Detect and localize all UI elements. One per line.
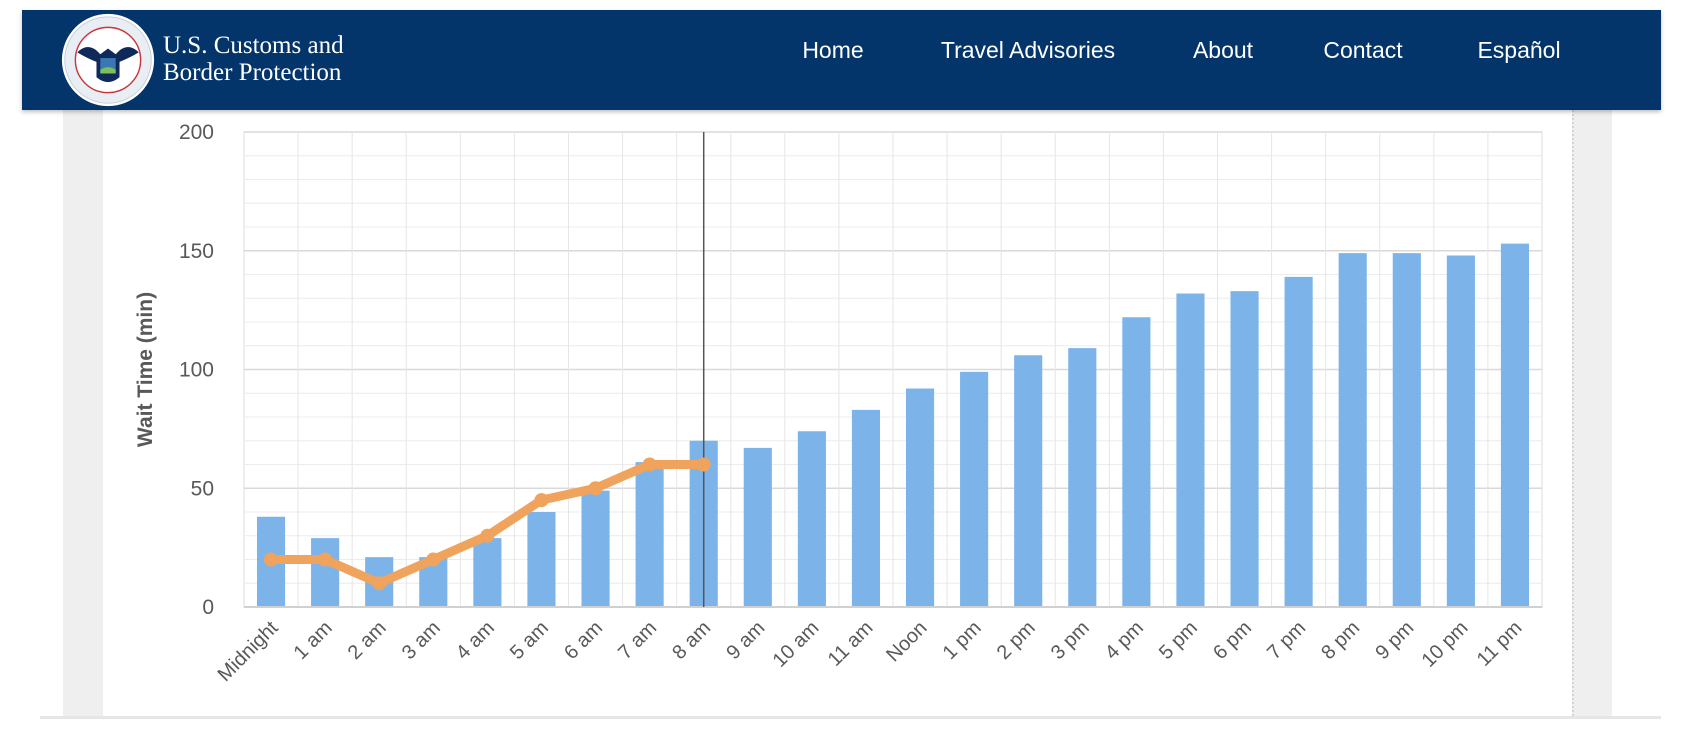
bar-2-pm <box>1014 355 1043 607</box>
x-tick-label: Midnight <box>214 617 283 686</box>
x-tick-label: 11 pm <box>1473 617 1527 671</box>
left-gutter <box>63 110 103 716</box>
x-tick-label: 11 am <box>824 617 878 671</box>
bar-9-am <box>743 447 772 607</box>
brand-line-2: Border Protection <box>163 59 342 86</box>
bar-5-pm <box>1176 293 1205 607</box>
x-tick-label: 3 pm <box>1047 617 1094 664</box>
current-wait-point <box>318 552 333 567</box>
x-tick-label: 10 am <box>769 617 824 672</box>
x-tick-label: Noon <box>882 617 931 666</box>
bar-11-pm <box>1500 243 1530 607</box>
bottom-divider <box>40 716 1661 719</box>
nav-contact[interactable]: Contact <box>1323 37 1403 63</box>
bar-9-pm <box>1392 253 1421 607</box>
y-tick-label: 0 <box>202 596 214 619</box>
x-tick-label: 4 am <box>452 617 499 664</box>
x-tick-label: 6 pm <box>1209 617 1256 664</box>
bar-11-am <box>851 409 881 607</box>
x-tick-label: 7 am <box>614 617 661 664</box>
nav-travel-advisories[interactable]: Travel Advisories <box>940 37 1116 63</box>
y-tick-label: 100 <box>179 359 214 382</box>
x-tick-label: 5 am <box>506 617 553 664</box>
y-axis-title: Wait Time (min) <box>134 292 157 447</box>
x-tick-label: 7 pm <box>1263 617 1310 664</box>
current-wait-point <box>696 457 711 472</box>
current-wait-point <box>534 493 549 508</box>
nav-about[interactable]: About <box>1192 37 1254 63</box>
x-tick-label: 1 pm <box>939 617 986 664</box>
bar-4-am <box>473 538 502 607</box>
site-header: U.S. Customs and Border Protection Home … <box>22 10 1661 110</box>
bar-10-am <box>797 431 826 607</box>
bar-10-pm <box>1446 255 1475 607</box>
bar-3-pm <box>1068 348 1097 607</box>
current-wait-point <box>426 552 441 567</box>
bar-7-pm <box>1284 276 1313 607</box>
x-tick-label: 10 pm <box>1418 617 1473 672</box>
current-wait-point <box>264 552 279 567</box>
bar-1-am <box>311 538 340 607</box>
y-tick-label: 200 <box>179 121 214 144</box>
x-tick-label: 1 am <box>290 617 337 664</box>
current-wait-point <box>480 528 495 543</box>
y-tick-label: 150 <box>179 240 214 263</box>
current-wait-point <box>372 576 387 591</box>
x-tick-label: 6 am <box>560 617 607 664</box>
bar-7-am <box>635 462 664 607</box>
bar-6-am <box>581 490 610 607</box>
x-tick-label: 8 am <box>668 617 715 664</box>
x-tick-label: 9 am <box>722 617 769 664</box>
agency-name[interactable]: U.S. Customs and Border Protection <box>163 32 344 86</box>
brand-line-1: U.S. Customs and <box>163 32 344 59</box>
x-tick-label: 2 pm <box>993 617 1040 664</box>
x-tick-label: 9 pm <box>1371 617 1418 664</box>
x-tick-label: 4 pm <box>1101 617 1148 664</box>
bar-5-am <box>527 512 556 607</box>
current-wait-point <box>588 481 603 496</box>
bar-1-pm <box>960 371 989 607</box>
bar-6-pm <box>1230 291 1259 607</box>
bar-8-pm <box>1338 253 1367 607</box>
x-tick-label: 8 pm <box>1317 617 1364 664</box>
y-tick-label: 50 <box>191 477 214 500</box>
x-tick-label: 2 am <box>344 617 391 664</box>
bar-4-pm <box>1122 317 1151 607</box>
x-tick-label: 5 pm <box>1155 617 1202 664</box>
x-tick-label: 3 am <box>398 617 445 664</box>
nav-espanol[interactable]: Español <box>1477 37 1561 63</box>
current-wait-point <box>642 457 657 472</box>
bar-noon <box>905 388 935 607</box>
dhs-seal-logo[interactable] <box>60 12 156 108</box>
nav-home[interactable]: Home <box>802 37 864 63</box>
right-gutter <box>1572 110 1612 716</box>
